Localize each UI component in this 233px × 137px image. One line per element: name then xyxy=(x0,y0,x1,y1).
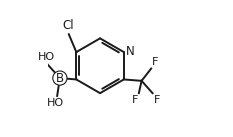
Text: F: F xyxy=(153,95,160,105)
Text: Cl: Cl xyxy=(62,19,74,32)
Text: B: B xyxy=(56,72,64,85)
Text: HO: HO xyxy=(38,52,55,62)
Text: HO: HO xyxy=(47,98,64,108)
Text: F: F xyxy=(152,57,158,67)
Text: N: N xyxy=(125,45,134,58)
Text: F: F xyxy=(132,95,138,105)
